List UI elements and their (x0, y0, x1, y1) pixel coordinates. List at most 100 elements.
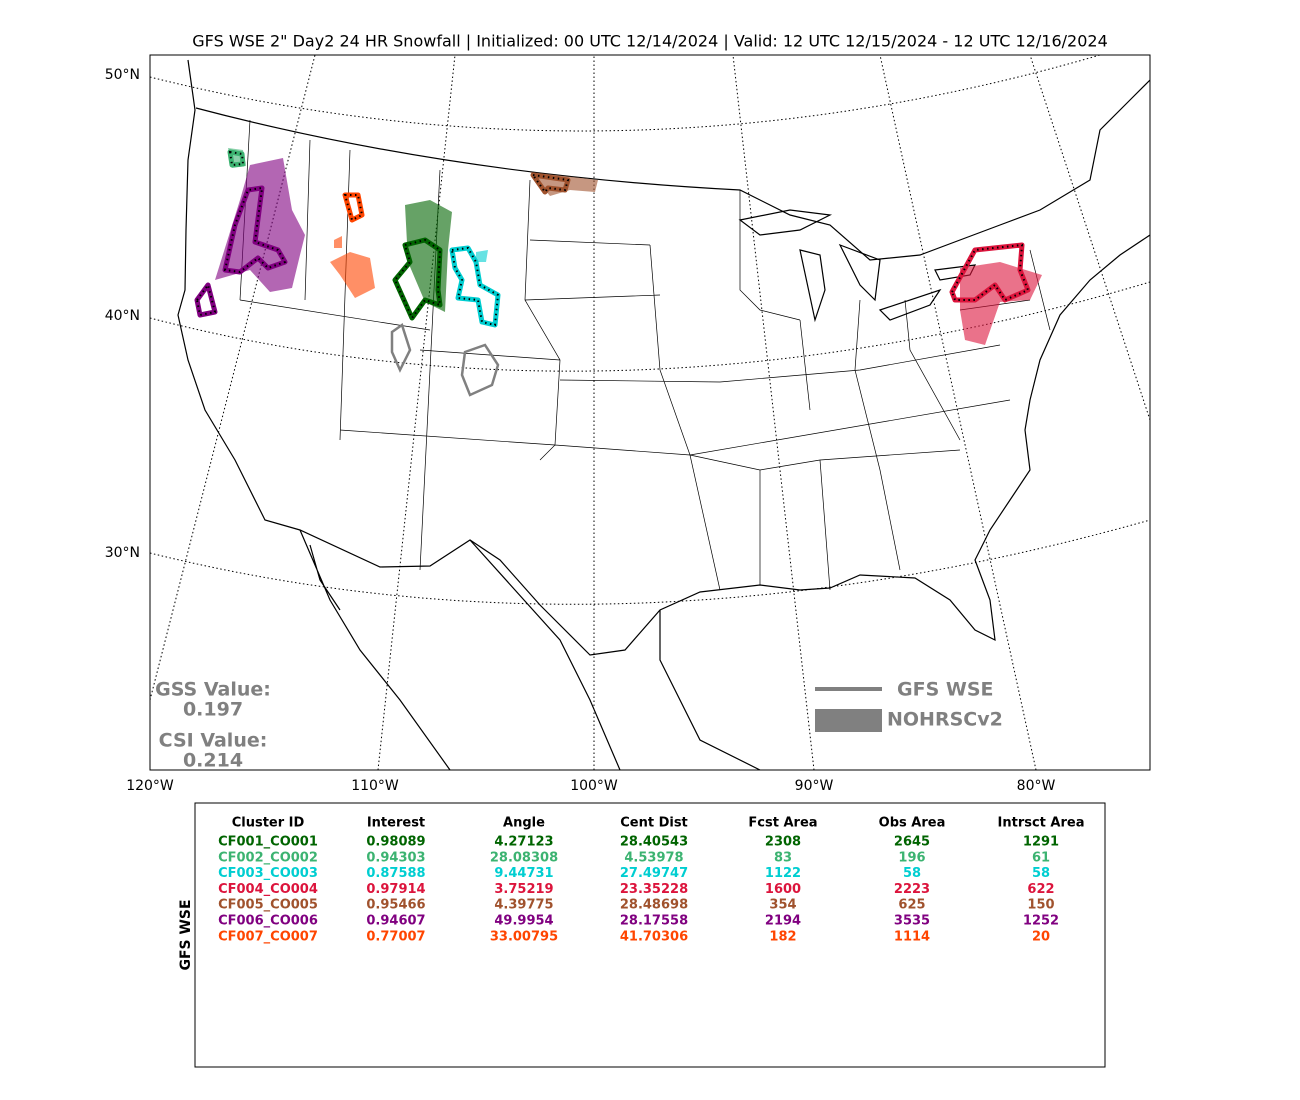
column-header: Intrsct Area (998, 816, 1085, 831)
table-cell: 2645 (894, 835, 930, 850)
forecast-object-dots (393, 238, 442, 320)
meridian (732, 55, 815, 770)
observed-object (960, 262, 1042, 345)
parallel (150, 519, 1150, 605)
table-cell: 1252 (1023, 914, 1059, 929)
forecast-object (342, 192, 365, 223)
table-cell: 1114 (894, 929, 930, 944)
table-cell: 1600 (765, 882, 801, 897)
table-cell: 3.75219 (494, 882, 553, 897)
table-cell: 0.97914 (366, 882, 425, 897)
northern-border (195, 79, 1150, 261)
clusters (194, 148, 1042, 345)
column-header: Obs Area (879, 816, 946, 831)
table-cell: 4.27123 (494, 835, 553, 850)
table-cell: 49.9954 (494, 914, 553, 929)
table-cell: 2308 (765, 835, 801, 850)
table-cell: 23.35228 (620, 882, 688, 897)
column-header: Cent Dist (620, 816, 688, 831)
lat-label: 40°N (105, 308, 140, 324)
table-cell: CF005_CO005 (218, 898, 318, 913)
column-header: Interest (367, 816, 425, 831)
table-cell: 150 (1027, 898, 1054, 913)
forecast-object (227, 149, 246, 168)
meridian (150, 55, 316, 701)
parallel (150, 281, 1150, 372)
forecast-object-dots (195, 186, 287, 317)
table-cell: 0.94303 (366, 850, 425, 865)
table-cell: 1291 (1023, 835, 1059, 850)
coastline (177, 59, 1150, 656)
gss-value: 0.197 (183, 699, 243, 721)
lat-label: 50°N (105, 67, 140, 83)
legend-label: GFS WSE (897, 679, 994, 701)
lon-label: 120°W (126, 778, 174, 794)
table-cell: 28.17558 (620, 914, 688, 929)
table-cell: CF002_CO002 (218, 850, 318, 865)
observed-object (405, 200, 452, 312)
lon-label: 110°W (351, 778, 399, 794)
table-cell: 28.48698 (620, 898, 688, 913)
table-cell: 3535 (894, 914, 930, 929)
table-side-label: GFS WSE (178, 899, 194, 970)
table-cell: CF006_CO006 (218, 914, 318, 929)
table-cell: 0.95466 (366, 898, 425, 913)
table-cell: 58 (1032, 866, 1050, 881)
table-cell: 28.40543 (620, 835, 688, 850)
table-cell: 58 (903, 866, 921, 881)
gss-label: GSS Value: (155, 679, 271, 701)
table-cell: 20 (1032, 929, 1050, 944)
table-cell: 354 (769, 898, 796, 913)
column-header: Fcst Area (748, 816, 817, 831)
table-cell: 622 (1027, 882, 1054, 897)
table-cell: 625 (898, 898, 925, 913)
legend-label: NOHRSCv2 (887, 709, 1003, 731)
column-header: Angle (503, 816, 545, 831)
meridian (879, 55, 1037, 770)
table-cell: 182 (769, 929, 796, 944)
table-cell: 61 (1032, 850, 1050, 865)
csi-value: 0.214 (183, 750, 243, 772)
meridian (1029, 55, 1150, 421)
table-cell: CF004_CO004 (218, 882, 318, 897)
table-cell: 4.39775 (494, 898, 553, 913)
csi-label: CSI Value: (159, 730, 268, 752)
map: 50°N 40°N 30°N 120°W 110°W 100°W 90°W 80… (105, 54, 1151, 794)
table-cell: CF003_CO003 (218, 866, 318, 881)
observed-object (330, 236, 375, 298)
table-cell: 27.49747 (620, 866, 688, 881)
table-cell: 2194 (765, 914, 801, 929)
parallel (150, 55, 1101, 132)
table-cell: 2223 (894, 882, 930, 897)
lat-label: 30°N (105, 545, 140, 561)
table-cell: 196 (898, 850, 925, 865)
table-cell: 33.00795 (490, 929, 558, 944)
table-cell: CF001_CO001 (218, 835, 318, 850)
unmatched-object (390, 323, 500, 397)
table-cell: 0.94607 (366, 914, 425, 929)
forecast-object-dots (530, 173, 570, 194)
table-cell: 28.08308 (490, 850, 558, 865)
table-cell: 83 (774, 850, 792, 865)
lon-label: 90°W (795, 778, 834, 794)
column-header: Cluster ID (232, 816, 305, 831)
table-cell: 0.77007 (366, 929, 425, 944)
table-cell: 0.98089 (366, 835, 425, 850)
map-frame (149, 54, 1151, 771)
table-frame (194, 802, 1106, 1068)
state-borders (239, 119, 1051, 591)
table-cell: 1122 (765, 866, 801, 881)
title: GFS WSE 2" Day2 24 HR Snowfall | Initial… (192, 32, 1108, 51)
table: GFS WSE Cluster ID Interest Angle Cent Dist… (178, 802, 1106, 1068)
forecast-object (949, 242, 1031, 303)
lon-label: 100°W (570, 778, 618, 794)
lon-label: 80°W (1017, 778, 1056, 794)
forecast-object (449, 245, 501, 328)
meridian (377, 55, 456, 770)
table-cell: 9.44731 (494, 866, 553, 881)
table-cell: CF007_CO007 (218, 929, 318, 944)
mexico (299, 529, 761, 770)
table-cell: 41.70306 (620, 929, 688, 944)
table-cell: 4.53978 (624, 850, 683, 865)
